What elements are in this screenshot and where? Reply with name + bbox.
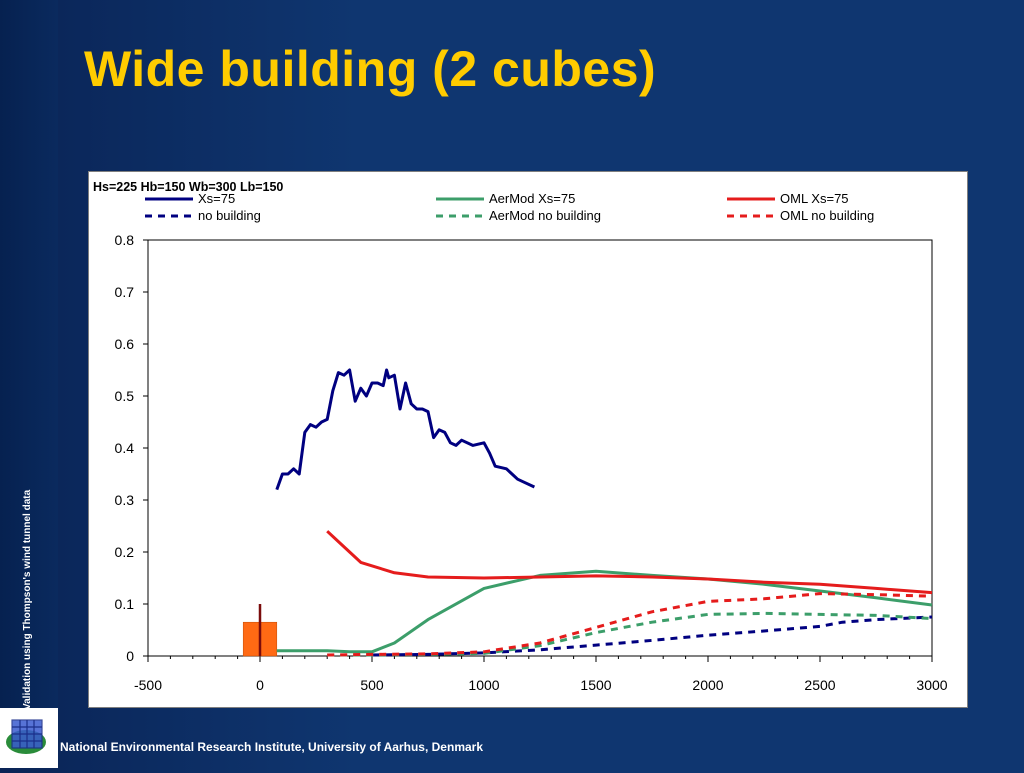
legend-label: AerMod no building: [489, 208, 601, 223]
series-line: [326, 530, 933, 595]
series-line: [275, 368, 536, 491]
plot-area: [147, 239, 933, 657]
y-tick-label: 0.3: [115, 492, 135, 508]
x-tick-label: 2000: [692, 677, 723, 693]
y-tick-label: 0.8: [115, 232, 135, 248]
legend: Xs=75 AerMod Xs=75 OML Xs=75 no building Aer…: [145, 191, 874, 223]
legend-label: AerMod Xs=75: [489, 191, 575, 206]
series-line: [327, 592, 933, 657]
series-line: [327, 611, 933, 657]
x-tick-label: 500: [360, 677, 384, 693]
y-tick-label: 0.1: [115, 596, 135, 612]
y-tick-label: 0: [126, 648, 134, 664]
y-tick-label: 0.6: [115, 336, 135, 352]
chart-svg: Hs=225 Hb=150 Wb=300 Lb=150 Xs=75 AerMod …: [93, 180, 948, 693]
footer-text: National Environmental Research Institut…: [60, 740, 483, 754]
chart-panel: Hs=225 Hb=150 Wb=300 Lb=150 Xs=75 AerMod …: [88, 171, 968, 708]
x-tick-label: 0: [256, 677, 264, 693]
x-tick-label: 3000: [916, 677, 947, 693]
series-layer: [275, 368, 933, 657]
series-line: [276, 569, 933, 654]
annotations: [242, 604, 278, 657]
x-tick-label: 2500: [804, 677, 835, 693]
nerI-globe-logo-icon: [6, 719, 46, 754]
legend-label: Xs=75: [198, 191, 235, 206]
logo: [0, 708, 58, 768]
side-caption: Validation using Thompson's wind tunnel …: [22, 489, 33, 710]
x-tick-label: 1500: [580, 677, 611, 693]
legend-label: OML no building: [780, 208, 874, 223]
x-tick-label: 1000: [468, 677, 499, 693]
legend-label: no building: [198, 208, 261, 223]
chart-title: Hs=225 Hb=150 Wb=300 Lb=150: [93, 180, 283, 194]
legend-label: OML Xs=75: [780, 191, 849, 206]
y-tick-label: 0.4: [115, 440, 135, 456]
y-axis: 0 0.1 0.2 0.3 0.4 0.5 0.6 0.7 0.8: [115, 232, 148, 664]
x-axis: -500 0 500 1000 1500 2000 2500 3000: [134, 656, 948, 693]
y-tick-label: 0.7: [115, 284, 135, 300]
y-tick-label: 0.5: [115, 388, 135, 404]
slide-title: Wide building (2 cubes): [84, 41, 657, 97]
x-tick-label: -500: [134, 677, 162, 693]
side-bar: [0, 0, 58, 768]
y-tick-label: 0.2: [115, 544, 135, 560]
